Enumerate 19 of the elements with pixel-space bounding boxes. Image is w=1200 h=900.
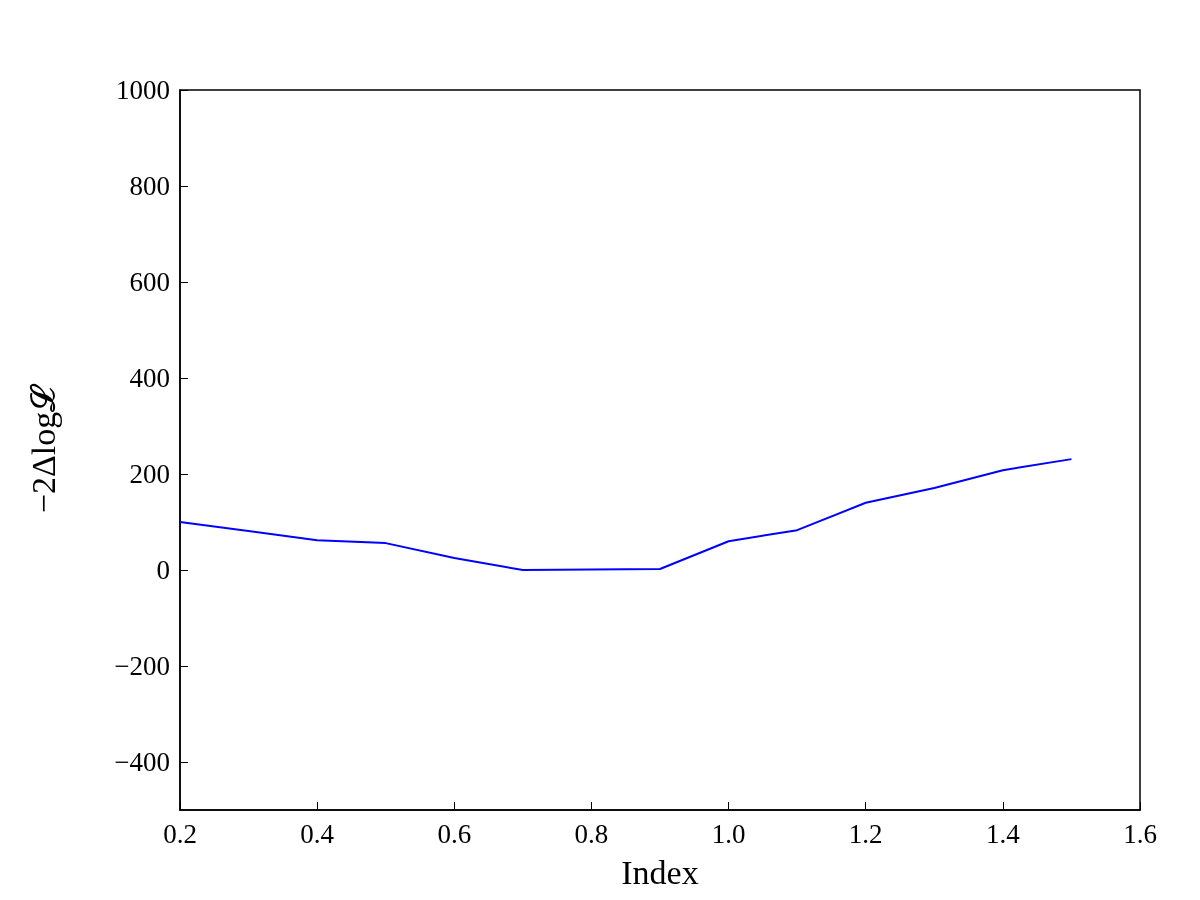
x-axis-title: Index [621,853,699,891]
y-tick-label: 200 [129,459,170,489]
x-tick-label: 1.4 [985,818,1021,849]
x-tick-label: 1.6 [1123,818,1157,849]
y-tick-label: 600 [129,267,170,297]
line-series [179,458,1073,571]
y-axis-title: −2Δlog𝓛 [24,382,62,514]
y-tick-label: 1000 [116,75,170,105]
y-tick-label: −400 [114,747,170,777]
x-tick-label: 0.2 [163,818,197,849]
x-tick-label: 0.8 [574,818,609,849]
y-tick-label: 400 [129,363,170,393]
y-tick-label: 800 [129,171,170,201]
x-tick-label: 1.2 [848,818,883,849]
x-tick-label: 0.4 [300,818,335,849]
y-tick-label: 0 [156,555,170,585]
x-tick-label: 0.6 [437,818,472,849]
y-tick-label: −200 [114,651,170,681]
x-tick-label: 1.0 [711,818,746,849]
